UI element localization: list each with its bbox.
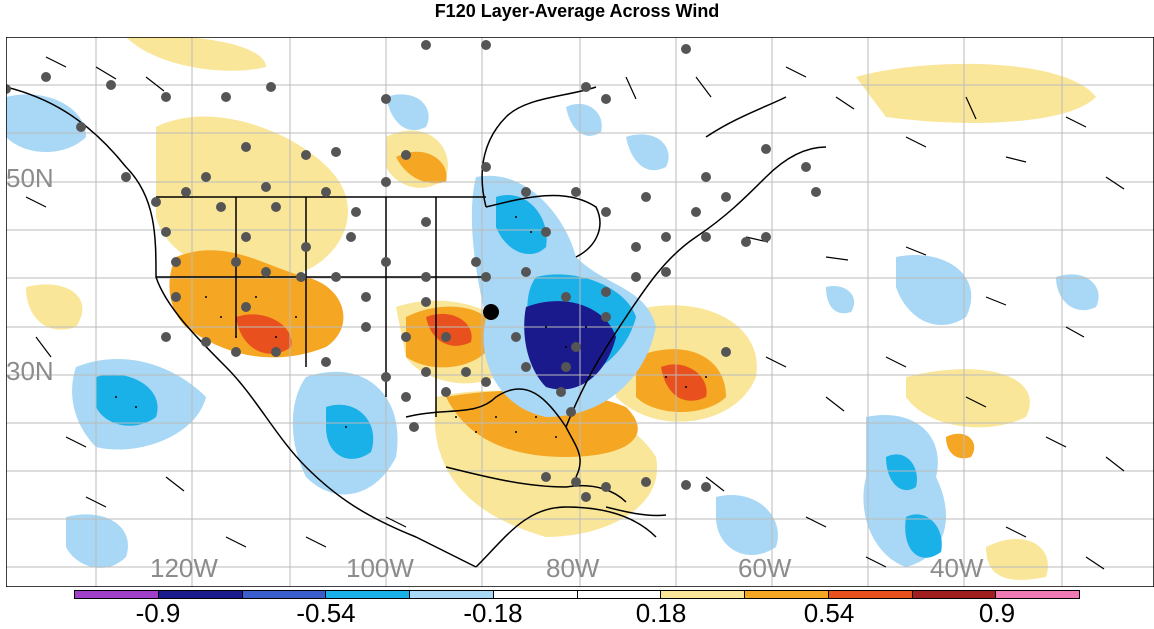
anomaly-shading (6, 37, 1099, 580)
colorbar-segment (577, 591, 662, 598)
lat-lon-grid (6, 37, 1154, 587)
colorbar-segment (326, 591, 410, 598)
lon-label-60w: 60W (738, 553, 792, 583)
colorbar-segment (745, 591, 829, 598)
colorbar-label: -0.18 (463, 598, 523, 628)
lat-label-50n: 50N (6, 163, 54, 193)
wind-barbs (25, 56, 1125, 570)
colorbar-segment (912, 591, 997, 598)
colorbar-label: -0.9 (135, 598, 181, 628)
lon-label-120w: 120W (150, 553, 218, 583)
observation-stations (6, 40, 821, 502)
colorbar-segment (996, 591, 1079, 598)
lat-label-30n: 30N (6, 356, 54, 386)
significance-stippling (115, 216, 707, 438)
colorbar-label: -0.54 (296, 598, 356, 628)
colorbar-segment (242, 591, 327, 598)
colorbar-segment (661, 591, 745, 598)
weather-map (6, 37, 1154, 587)
colorbar-segment (75, 591, 159, 598)
colorbar-label: 0.54 (803, 598, 855, 628)
highlight-station (483, 304, 499, 320)
colorbar-label: 0.9 (978, 598, 1016, 628)
lon-label-40w: 40W (930, 553, 984, 583)
colorbar (74, 590, 1080, 599)
colorbar-label: 0.18 (635, 598, 687, 628)
map-title: F120 Layer-Average Across Wind (434, 1, 720, 21)
lon-label-80w: 80W (546, 553, 600, 583)
colorbar-segment (158, 591, 243, 598)
lon-label-100w: 100W (346, 553, 414, 583)
colorbar-segment (410, 591, 494, 598)
colorbar-segment (493, 591, 578, 598)
colorbar-segment (828, 591, 913, 598)
coastlines (6, 86, 827, 568)
